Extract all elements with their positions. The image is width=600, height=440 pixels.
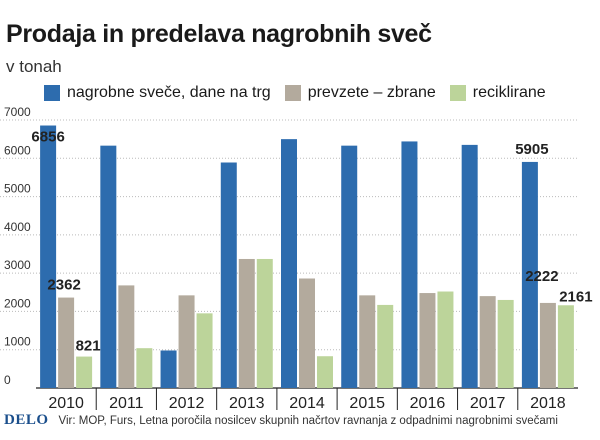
bar-collected-2012 (178, 295, 195, 388)
legend-item-placed: nagrobne sveče, dane na trg (44, 84, 271, 102)
bar-recycled-2016 (437, 291, 454, 388)
bar-collected-2018 (539, 302, 556, 388)
bar-recycled-2015 (377, 304, 394, 388)
x-tick-label-2013: 2013 (229, 395, 265, 412)
bar-recycled-2010 (76, 356, 93, 388)
y-tick-label-6000: 6000 (4, 143, 31, 157)
bar-recycled-2017 (497, 299, 514, 388)
data-label-collected-2018: 2222 (525, 268, 558, 285)
legend-label-recycled: reciklirane (472, 84, 546, 101)
y-tick-label-1000: 1000 (4, 335, 31, 349)
legend-label-collected: prevzete – zbrane (307, 84, 436, 101)
x-tick-label-2012: 2012 (169, 395, 205, 412)
legend-label-placed: nagrobne sveče, dane na trg (67, 84, 271, 101)
y-tick-label-3000: 3000 (4, 258, 31, 272)
x-tick-label-2014: 2014 (289, 395, 325, 412)
legend-item-recycled: reciklirane (449, 84, 546, 102)
data-label-recycled-2018: 2161 (559, 288, 592, 305)
bar-recycled-2011 (136, 348, 153, 388)
bar-collected-2016 (419, 293, 436, 388)
legend: nagrobne sveče, dane na trg prevzete – z… (44, 84, 560, 102)
bar-recycled-2012 (196, 313, 213, 388)
bar-placed-2017 (461, 144, 478, 388)
x-tick-label-2011: 2011 (109, 395, 144, 412)
delo-logo: DELO (4, 412, 49, 428)
legend-swatch-placed (44, 85, 60, 101)
y-tick-label-0: 0 (4, 373, 11, 387)
bar-collected-2010 (58, 297, 75, 388)
bar-placed-2015 (341, 145, 358, 388)
y-tick-label-2000: 2000 (4, 296, 31, 310)
bar-collected-2013 (238, 258, 255, 388)
data-label-recycled-2010: 821 (76, 338, 101, 355)
x-tick-label-2018: 2018 (530, 395, 566, 412)
legend-item-collected: prevzete – zbrane (284, 84, 436, 102)
bar-placed-2016 (401, 141, 418, 388)
bar-collected-2017 (479, 296, 496, 388)
legend-swatch-collected (284, 85, 301, 101)
y-tick-label-5000: 5000 (4, 182, 31, 196)
data-label-placed-2018: 5905 (515, 141, 548, 158)
x-tick-label-2015: 2015 (349, 395, 385, 412)
chart-title: Prodaja in predelava nagrobnih sveč (6, 20, 432, 48)
footer: DELO Vir: MOP, Furs, Letna poročila nosi… (4, 412, 558, 429)
bar-collected-2014 (299, 278, 315, 388)
bar-collected-2011 (118, 285, 135, 388)
x-tick-label-2016: 2016 (410, 395, 446, 412)
bar-placed-2010 (40, 125, 57, 388)
bar-recycled-2013 (256, 258, 273, 388)
bar-placed-2018 (521, 161, 538, 388)
bar-placed-2011 (100, 145, 117, 388)
bar-collected-2015 (359, 295, 376, 388)
bar-recycled-2014 (317, 356, 333, 388)
data-label-placed-2010: 6856 (31, 129, 64, 146)
bar-recycled-2018 (557, 305, 574, 388)
bar-placed-2012 (160, 350, 177, 388)
y-tick-label-7000: 7000 (4, 105, 31, 119)
data-label-collected-2010: 2362 (47, 277, 80, 294)
bar-placed-2013 (220, 162, 237, 388)
bar-placed-2014 (281, 139, 297, 388)
y-tick-label-4000: 4000 (4, 220, 31, 234)
x-tick-label-2010: 2010 (48, 395, 84, 412)
source-note: Vir: MOP, Furs, Letna poročila nosilcev … (58, 414, 558, 427)
legend-swatch-recycled (449, 85, 466, 101)
x-tick-label-2017: 2017 (470, 395, 506, 412)
chart-subtitle: v tonah (6, 57, 62, 76)
